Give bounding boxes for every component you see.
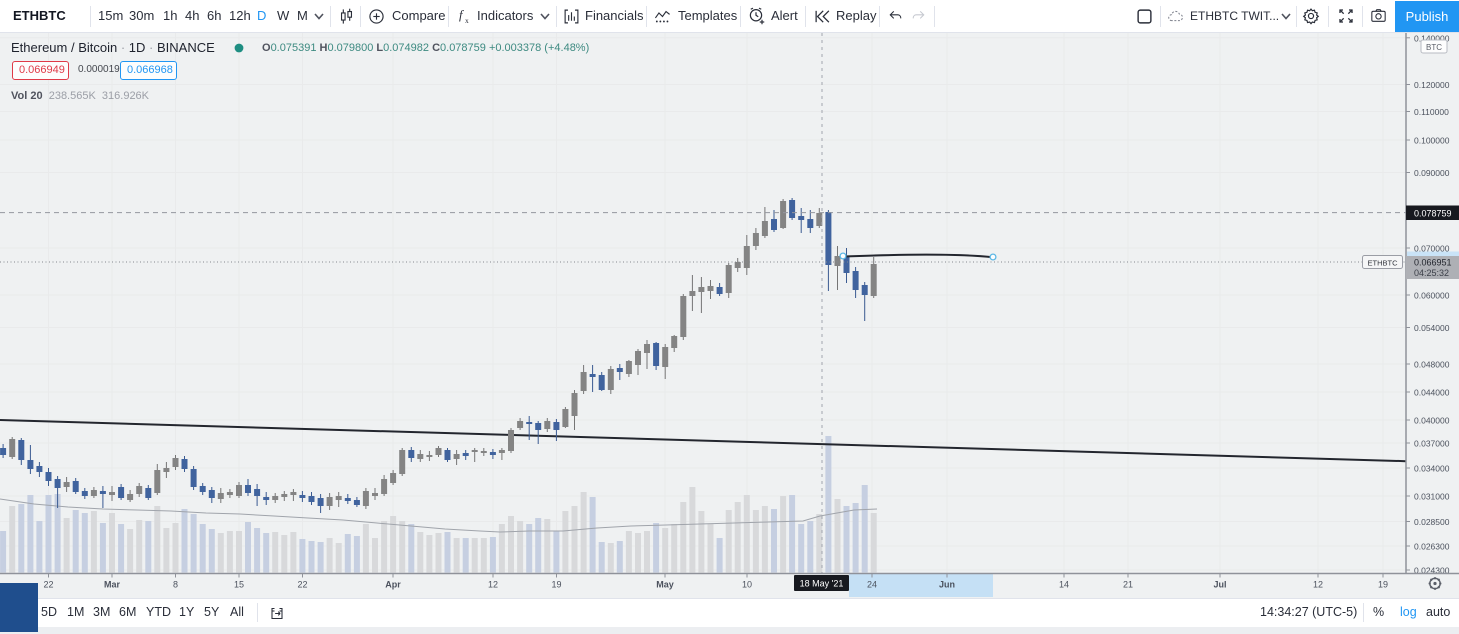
svg-text:f: f <box>459 8 465 22</box>
svg-text:10: 10 <box>742 580 752 590</box>
svg-text:8: 8 <box>173 580 178 590</box>
svg-text:Apr: Apr <box>385 580 401 590</box>
svg-text:Jun: Jun <box>939 580 955 590</box>
svg-text:15: 15 <box>234 580 244 590</box>
svg-text:0.090000: 0.090000 <box>1414 168 1450 178</box>
svg-text:0.100000: 0.100000 <box>1414 136 1450 146</box>
svg-text:0.048000: 0.048000 <box>1414 360 1450 370</box>
svg-text:0.078759: 0.078759 <box>1414 209 1452 219</box>
svg-text:x: x <box>465 16 469 25</box>
svg-text:0.026300: 0.026300 <box>1414 542 1450 552</box>
svg-text:12: 12 <box>1313 580 1323 590</box>
svg-text:0.070000: 0.070000 <box>1414 244 1450 254</box>
svg-text:0.120000: 0.120000 <box>1414 80 1450 90</box>
svg-text:0.066951: 0.066951 <box>1414 258 1452 268</box>
svg-text:Mar: Mar <box>104 580 121 590</box>
svg-text:Jul: Jul <box>1213 580 1226 590</box>
svg-text:0.040000: 0.040000 <box>1414 416 1450 426</box>
svg-text:ETHBTC: ETHBTC <box>1368 259 1399 268</box>
svg-text:04:25:32: 04:25:32 <box>1414 268 1449 278</box>
svg-text:0.034000: 0.034000 <box>1414 464 1450 474</box>
svg-text:14: 14 <box>1059 580 1069 590</box>
svg-text:12: 12 <box>488 580 498 590</box>
svg-text:BTC: BTC <box>1426 43 1442 52</box>
svg-text:21: 21 <box>1123 580 1133 590</box>
svg-text:19: 19 <box>551 580 561 590</box>
svg-text:0.028500: 0.028500 <box>1414 517 1450 527</box>
svg-text:22: 22 <box>297 580 307 590</box>
svg-text:0.044000: 0.044000 <box>1414 388 1450 398</box>
svg-text:0.024300: 0.024300 <box>1414 566 1450 576</box>
svg-text:0.031000: 0.031000 <box>1414 492 1450 502</box>
svg-text:0.060000: 0.060000 <box>1414 291 1450 301</box>
svg-text:0.037000: 0.037000 <box>1414 439 1450 449</box>
svg-text:18 May '21: 18 May '21 <box>800 579 844 589</box>
svg-text:0.110000: 0.110000 <box>1414 107 1449 117</box>
svg-text:May: May <box>656 580 674 590</box>
svg-text:0.054000: 0.054000 <box>1414 323 1450 333</box>
svg-text:22: 22 <box>43 580 53 590</box>
svg-text:0.140000: 0.140000 <box>1414 33 1450 43</box>
svg-text:19: 19 <box>1378 580 1388 590</box>
svg-text:24: 24 <box>867 580 877 590</box>
